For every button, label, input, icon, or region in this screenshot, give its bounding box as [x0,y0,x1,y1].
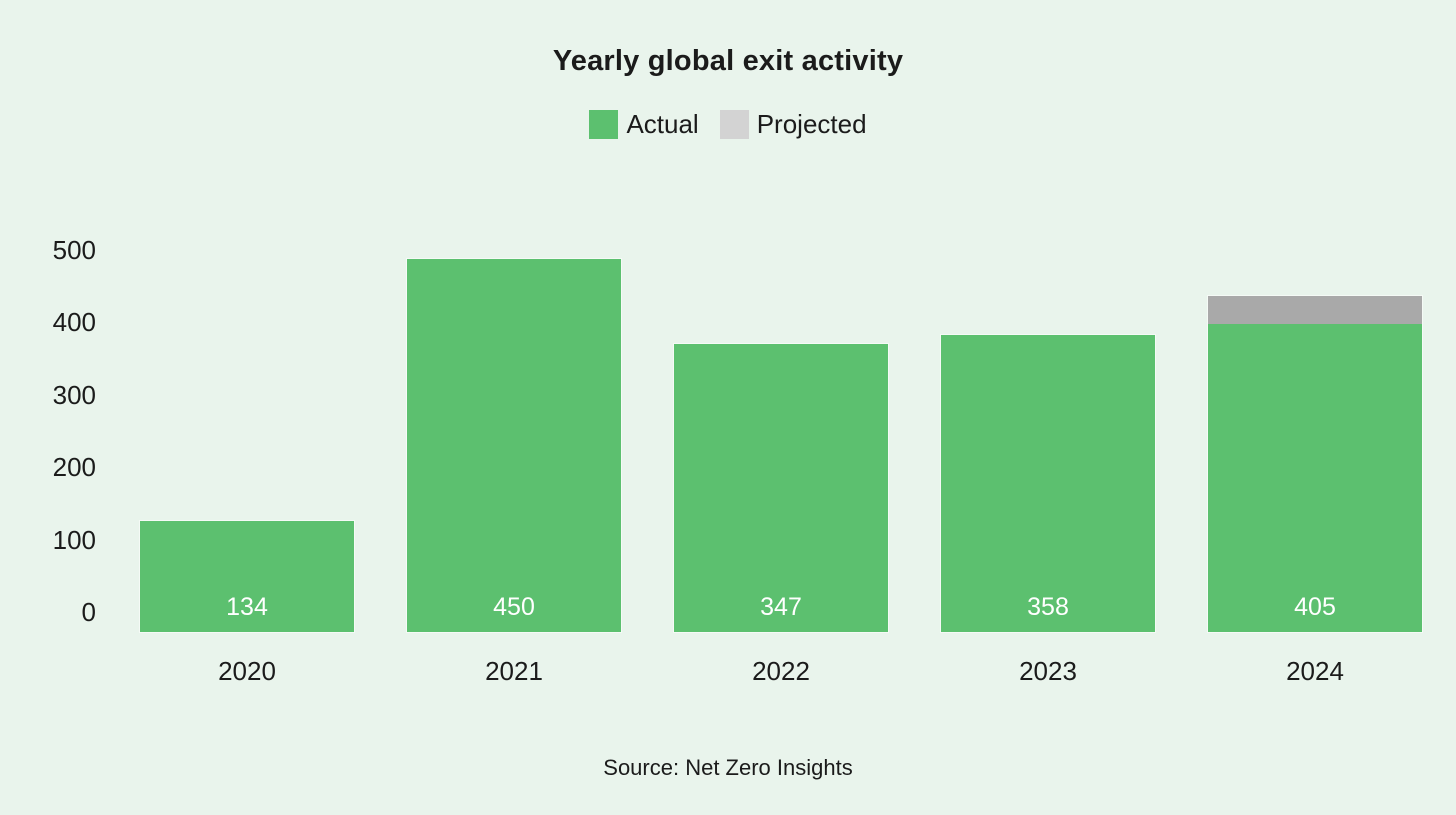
x-axis-label-2022: 2022 [752,656,810,686]
legend-label-projected: Projected [756,109,867,139]
y-axis-label-200: 200 [52,452,96,483]
chart-legend: Actual Projected [0,109,1456,140]
bar-value-label-2022: 347 [760,592,802,621]
bar-value-label-2021: 450 [493,592,535,621]
x-axis-label-2023: 2023 [1019,656,1077,686]
y-axis-label-100: 100 [52,524,96,555]
actual-segment-2021 [407,258,621,632]
actual-segment-2022 [674,344,888,632]
bar-value-label-2020: 134 [226,592,268,621]
chart-title: Yearly global exit activity [552,45,904,77]
y-axis-label-300: 300 [52,379,96,410]
legend-item-actual: Actual [589,109,699,140]
bar-2021: 450 [406,257,622,633]
actual-segment-2023 [941,335,1155,632]
projected-segment-2024 [1208,296,1422,325]
bar-2024: 405 [1207,295,1423,633]
y-axis-label-0: 0 [81,597,96,627]
x-axis-label-2021: 2021 [485,656,543,686]
legend-label-actual: Actual [626,109,699,139]
source-text: Source: Net Zero Insights [603,755,853,780]
y-axis-label-500: 500 [52,235,96,265]
actual-swatch-icon [589,110,619,139]
x-axis-label-2024: 2024 [1286,656,1344,686]
x-axis-label-2020: 2020 [218,656,276,686]
y-axis-label-400: 400 [52,307,96,338]
projected-swatch-icon [719,110,749,139]
bar-value-label-2024: 405 [1294,592,1336,621]
bar-2022: 347 [673,343,889,633]
legend-item-projected: Projected [719,109,867,140]
bar-value-label-2023: 358 [1027,592,1069,621]
bar-2020: 134 [139,519,355,633]
actual-segment-2020 [140,520,354,632]
actual-segment-2024 [1208,324,1422,632]
bar-2023: 358 [940,334,1156,633]
